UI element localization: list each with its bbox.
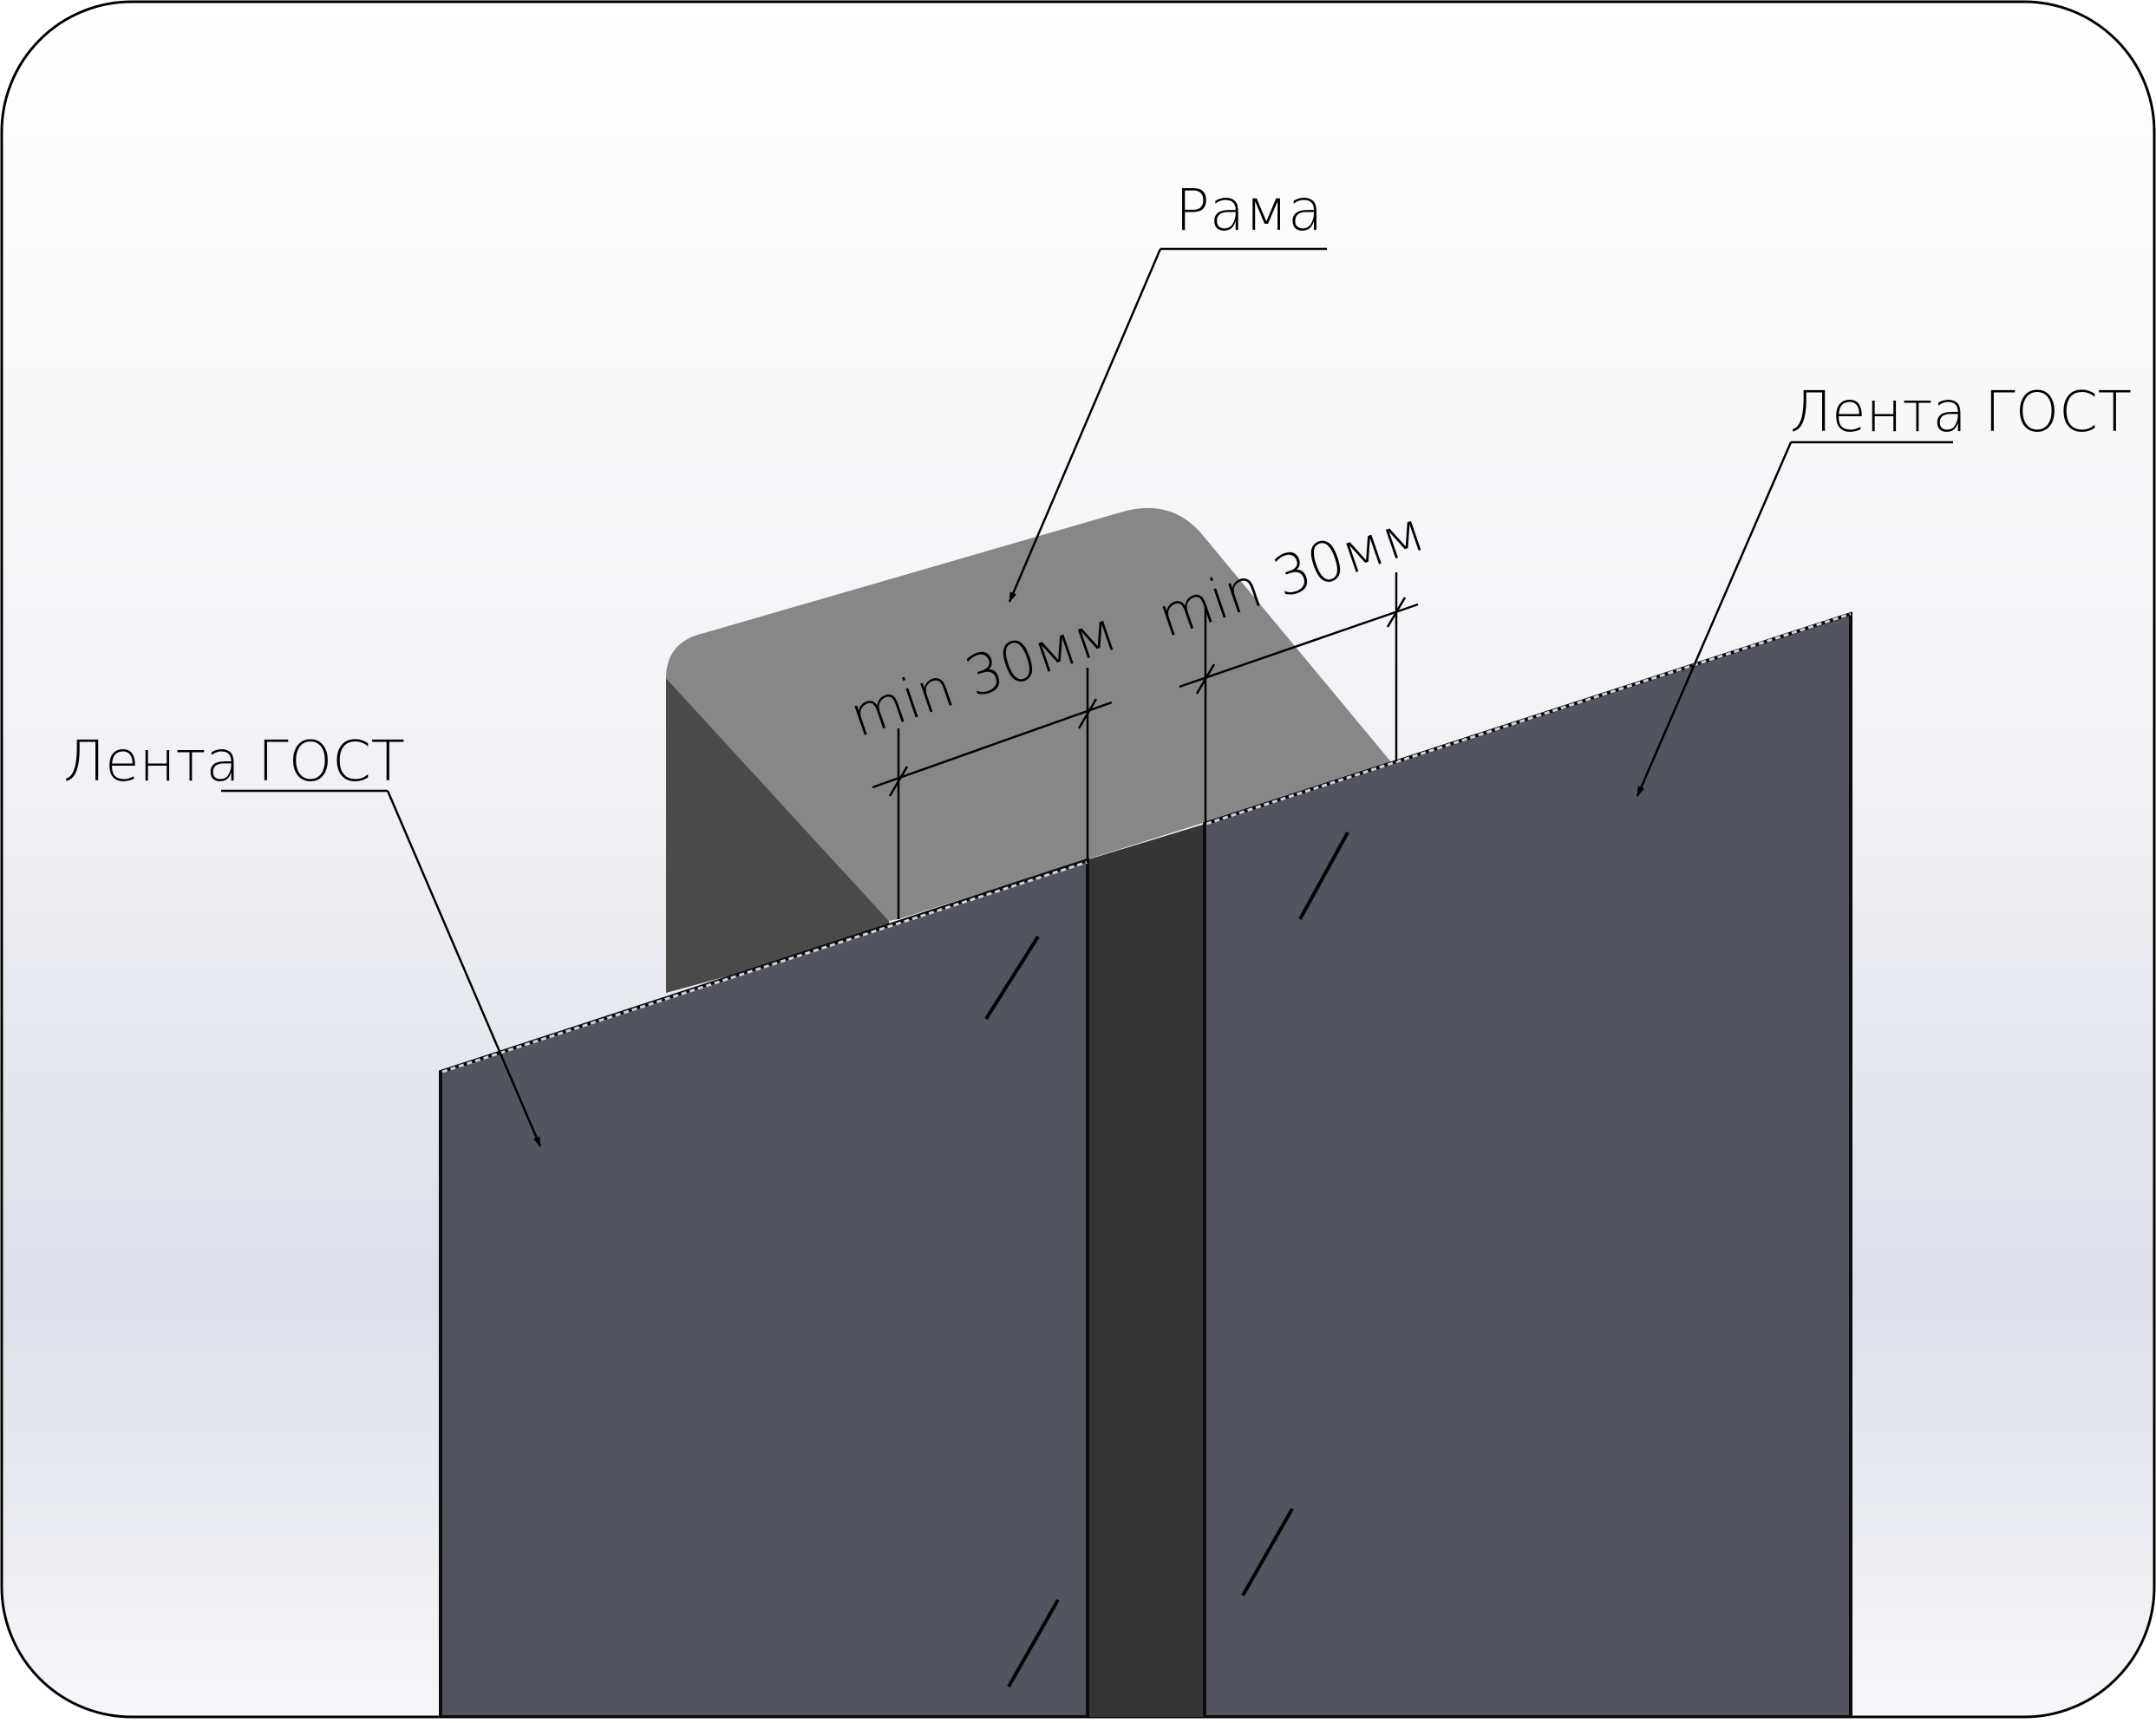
- tape-joint-gap: [1086, 824, 1205, 1717]
- dimension-left-tick-1: [888, 766, 909, 797]
- tape-left-top-edge: [441, 860, 1088, 1074]
- leader-tape-right: [1636, 441, 1953, 797]
- dimension-right-tick-2: [1386, 597, 1407, 628]
- seam-mark-4: [1007, 1599, 1060, 1687]
- leader-tape-right-arrow: [1636, 441, 1793, 797]
- leader-tape-left-arrow: [386, 790, 542, 1147]
- leader-tape-left: [221, 789, 542, 1147]
- dimension-right-line: [1179, 603, 1419, 689]
- dimension-left: [872, 668, 1113, 919]
- seam-marks: [984, 832, 1349, 1687]
- label-tape-left: Лента ГОСТ: [63, 730, 405, 794]
- dimension-left-tick-2: [1077, 698, 1098, 729]
- label-tape-right: Лента ГОСТ: [1790, 381, 2132, 445]
- seam-mark-3: [1241, 1508, 1294, 1596]
- dimension-right: [1179, 572, 1419, 824]
- leader-frame: [1008, 247, 1327, 603]
- frame-side-face: [666, 678, 889, 993]
- dimension-right-tick-1: [1195, 663, 1216, 695]
- dimension-left-line: [872, 701, 1113, 789]
- label-frame: Рама: [1175, 177, 1323, 244]
- leader-frame-arrow: [1008, 248, 1162, 603]
- tape-right-top-edge: [1205, 612, 1852, 826]
- seam-mark-1: [984, 935, 1040, 1021]
- frame-top-face: [666, 507, 1392, 921]
- seam-mark-2: [1298, 832, 1349, 920]
